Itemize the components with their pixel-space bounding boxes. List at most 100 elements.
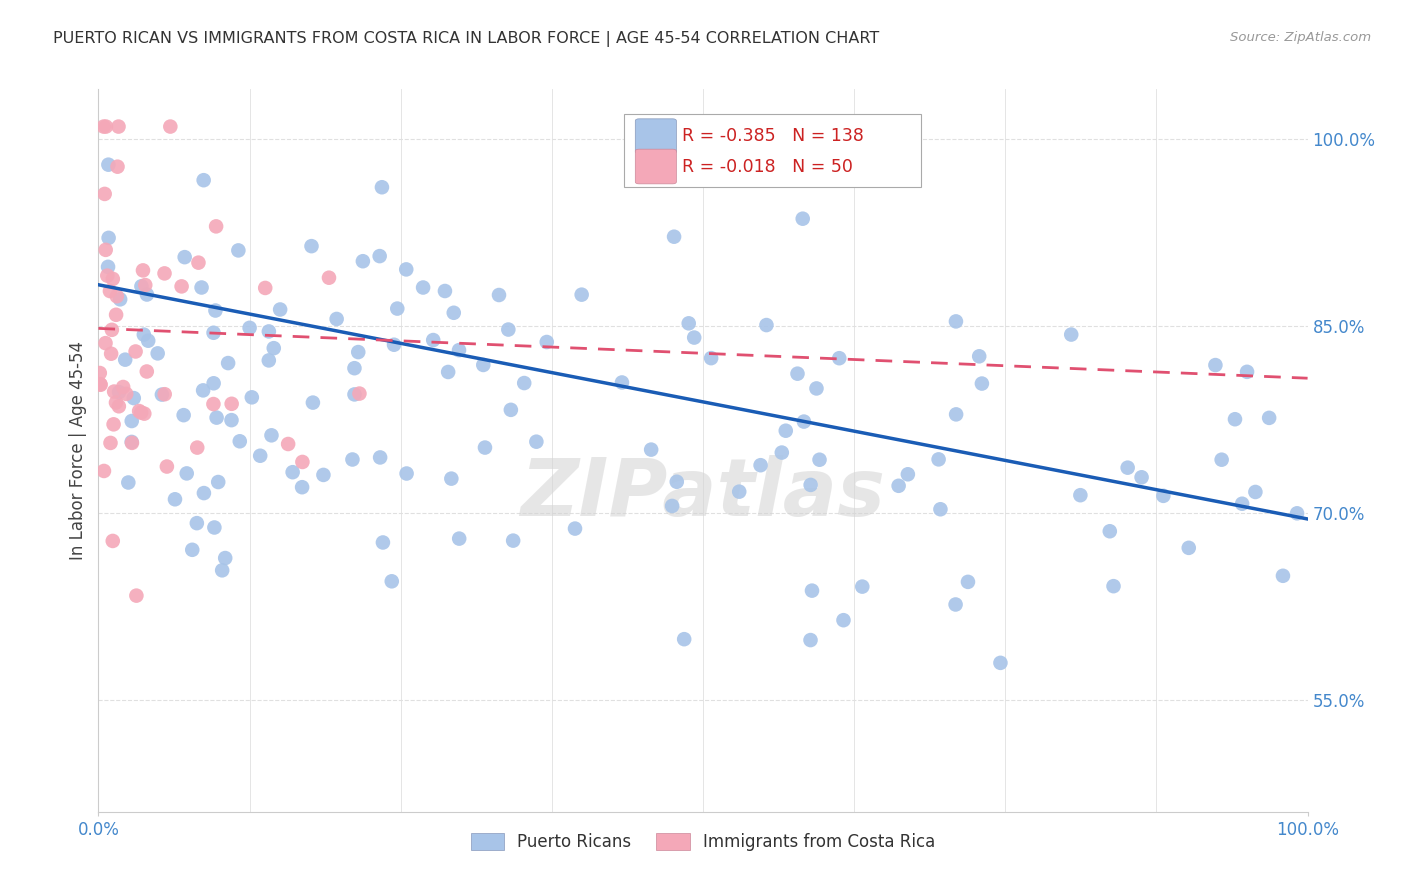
Point — [94, 243, 117, 257]
Point — [433, 284, 456, 298]
Point — [128, 404, 150, 418]
Point — [114, 352, 136, 367]
Point — [498, 322, 520, 336]
Point — [1152, 489, 1174, 503]
Point — [202, 397, 225, 411]
Point — [124, 344, 146, 359]
Point — [105, 289, 128, 303]
Point — [104, 395, 127, 409]
Point — [368, 450, 391, 465]
Point — [129, 406, 152, 420]
Point — [945, 314, 967, 328]
Point — [117, 475, 139, 490]
Point — [108, 399, 131, 413]
Point — [1230, 497, 1253, 511]
Point — [1204, 358, 1226, 372]
Point — [1098, 524, 1121, 539]
Point — [153, 387, 176, 401]
Point — [291, 480, 314, 494]
Point — [89, 366, 111, 380]
Point — [700, 351, 723, 366]
Point — [447, 343, 470, 358]
Point — [187, 255, 209, 269]
Point — [929, 502, 952, 516]
Point — [792, 211, 814, 226]
Point — [205, 410, 228, 425]
Point — [163, 492, 186, 507]
Point — [770, 445, 793, 459]
Point — [1130, 470, 1153, 484]
Point — [1286, 506, 1309, 520]
Point — [121, 435, 143, 450]
Point — [193, 173, 215, 187]
Point — [755, 318, 778, 332]
Point — [204, 303, 226, 318]
Point — [1116, 460, 1139, 475]
Point — [132, 327, 155, 342]
Point — [260, 428, 283, 442]
Point — [683, 330, 706, 344]
Point — [107, 120, 129, 134]
Point — [1177, 541, 1199, 555]
Point — [806, 381, 828, 395]
Point — [828, 351, 851, 366]
Point — [101, 533, 124, 548]
Point — [173, 250, 195, 264]
Point — [449, 532, 471, 546]
Point — [93, 120, 115, 134]
Point — [502, 533, 524, 548]
Point — [121, 414, 143, 428]
Point — [422, 333, 444, 347]
Point — [229, 434, 252, 449]
Point — [371, 180, 394, 194]
Point — [240, 390, 263, 404]
Point — [775, 424, 797, 438]
Text: Source: ZipAtlas.com: Source: ZipAtlas.com — [1230, 31, 1371, 45]
Point — [302, 395, 325, 409]
Point — [1236, 365, 1258, 379]
Point — [202, 376, 225, 391]
Point — [254, 281, 277, 295]
Point — [349, 386, 371, 401]
Point — [108, 385, 131, 400]
Point — [967, 349, 990, 363]
Point — [1211, 452, 1233, 467]
Point — [673, 632, 696, 647]
Point — [793, 415, 815, 429]
Point — [150, 387, 173, 401]
Point — [786, 367, 808, 381]
Point — [134, 407, 156, 421]
Point — [135, 364, 157, 378]
Point — [122, 391, 145, 405]
Point — [186, 516, 208, 530]
Point — [257, 353, 280, 368]
Point — [1244, 485, 1267, 500]
Point — [97, 158, 120, 172]
Point — [217, 356, 239, 370]
Point — [96, 268, 118, 283]
Point — [536, 334, 558, 349]
Point — [249, 449, 271, 463]
Point — [190, 280, 212, 294]
Point — [221, 397, 243, 411]
Point — [800, 478, 823, 492]
Point — [381, 574, 404, 589]
Point — [387, 301, 409, 316]
Point — [269, 302, 291, 317]
Y-axis label: In Labor Force | Age 45-54: In Labor Force | Age 45-54 — [69, 341, 87, 560]
Point — [499, 402, 522, 417]
Point — [678, 316, 700, 330]
Point — [395, 467, 418, 481]
Point — [610, 376, 633, 390]
Point — [191, 384, 214, 398]
Point — [211, 563, 233, 577]
Point — [90, 377, 112, 392]
Point — [202, 326, 225, 340]
Point — [228, 244, 250, 258]
Point — [395, 262, 418, 277]
Point — [291, 455, 314, 469]
Point — [342, 452, 364, 467]
Legend: Puerto Ricans, Immigrants from Costa Rica: Puerto Ricans, Immigrants from Costa Ric… — [464, 826, 942, 857]
Point — [832, 613, 855, 627]
Point — [98, 284, 121, 298]
